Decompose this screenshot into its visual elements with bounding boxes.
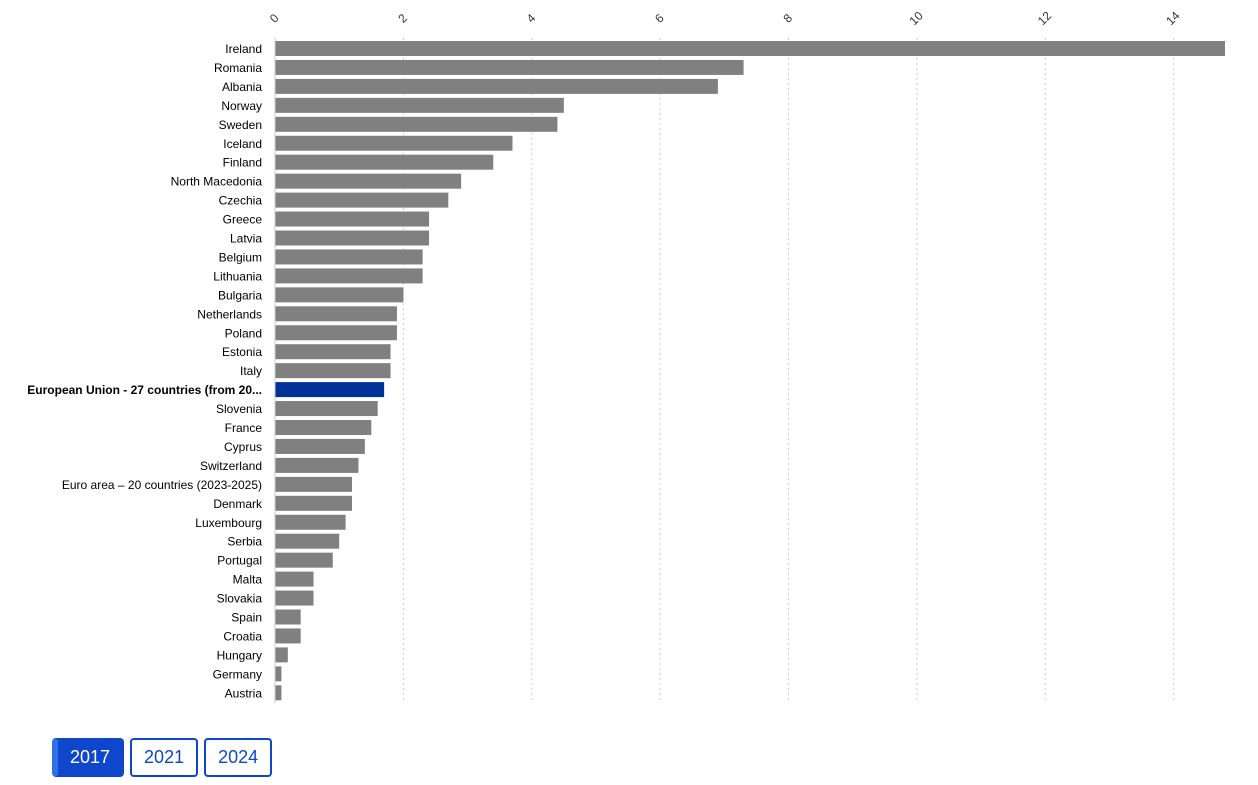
bar[interactable] — [275, 628, 301, 644]
bar[interactable] — [275, 268, 423, 284]
bar[interactable] — [275, 514, 346, 530]
category-label: Austria — [225, 686, 263, 700]
bar[interactable] — [275, 420, 372, 435]
category-label: Denmark — [213, 497, 263, 511]
bar[interactable] — [275, 344, 391, 360]
x-tick-label: 8 — [780, 11, 795, 26]
x-axis-ticks: 0 2 4 6 8 10 12 14 — [267, 8, 1183, 28]
bar[interactable] — [275, 685, 282, 701]
bar[interactable] — [275, 647, 288, 663]
bar[interactable] — [275, 306, 397, 322]
category-label: Latvia — [230, 232, 262, 246]
category-label: Luxembourg — [195, 516, 262, 530]
bar[interactable] — [275, 154, 494, 170]
category-label: European Union - 27 countries (from 20..… — [27, 383, 262, 397]
bars — [275, 41, 1225, 701]
bar[interactable] — [275, 78, 718, 94]
bar[interactable] — [275, 173, 462, 189]
bar[interactable] — [275, 325, 397, 341]
category-label: Malta — [233, 573, 263, 587]
bar[interactable] — [275, 495, 353, 511]
bar[interactable] — [275, 97, 564, 113]
category-label: Germany — [213, 667, 262, 681]
category-label: Albania — [222, 80, 262, 94]
bar[interactable] — [275, 116, 558, 132]
category-label: Ireland — [225, 42, 262, 56]
bar[interactable] — [275, 590, 314, 606]
bar[interactable] — [275, 41, 1225, 56]
category-label: Croatia — [223, 629, 262, 643]
category-label: Cyprus — [224, 440, 262, 454]
bar[interactable] — [275, 230, 430, 246]
category-label: Poland — [225, 326, 262, 340]
category-label: Iceland — [223, 137, 262, 151]
category-label: Finland — [223, 156, 262, 170]
bar[interactable] — [275, 552, 333, 568]
bar[interactable] — [275, 401, 378, 417]
bar-chart: 0 2 4 6 8 10 12 14 Ireland Romania Albania Norway S… — [27, 8, 1225, 703]
category-label: Greece — [223, 213, 263, 227]
year-button-2017[interactable]: 2017 — [52, 738, 125, 777]
category-label: Netherlands — [197, 307, 262, 321]
bar[interactable] — [275, 363, 391, 379]
bar[interactable] — [275, 457, 359, 473]
x-tick-label: 0 — [267, 11, 282, 26]
category-label: Switzerland — [200, 459, 262, 473]
year-button-2021[interactable]: 2021 — [130, 738, 199, 777]
year-button-2024[interactable]: 2024 — [204, 738, 273, 777]
category-label: Portugal — [217, 554, 262, 568]
x-tick-label: 10 — [907, 8, 927, 28]
category-label: Slovakia — [217, 592, 263, 606]
category-label: Euro area – 20 countries (2023-2025) — [62, 478, 262, 492]
x-tick-label: 4 — [524, 11, 539, 26]
category-label: Hungary — [217, 648, 262, 662]
bar[interactable] — [275, 666, 282, 682]
category-label: Norway — [221, 99, 262, 113]
category-label: Bulgaria — [218, 288, 262, 302]
bar[interactable] — [275, 609, 301, 625]
bar[interactable] — [275, 476, 353, 492]
x-tick-label: 12 — [1035, 8, 1055, 28]
bar[interactable] — [275, 249, 423, 265]
category-label: Belgium — [219, 250, 262, 264]
grid-lines — [402, 38, 1175, 703]
category-label: Italy — [240, 364, 262, 378]
category-label: Spain — [231, 611, 262, 625]
category-label: France — [225, 421, 263, 435]
bar[interactable] — [275, 533, 340, 549]
bar[interactable] — [275, 211, 430, 227]
bar[interactable] — [275, 571, 314, 587]
x-tick-label: 6 — [652, 11, 667, 26]
category-label: Lithuania — [213, 269, 262, 283]
category-label: Romania — [214, 61, 262, 75]
category-label: Estonia — [222, 345, 262, 359]
x-tick-label: 2 — [395, 11, 410, 26]
category-label: Czechia — [219, 194, 263, 208]
category-label: Sweden — [219, 118, 262, 132]
bar[interactable] — [275, 59, 744, 75]
year-selector: 2017 2021 2024 — [52, 738, 273, 777]
category-label: North Macedonia — [171, 175, 263, 189]
category-label: Serbia — [227, 535, 262, 549]
category-labels: Ireland Romania Albania Norway Sweden Iceland… — [27, 42, 263, 700]
bar[interactable] — [275, 135, 513, 151]
bar[interactable] — [275, 382, 385, 398]
bar[interactable] — [275, 287, 404, 303]
x-tick-label: 14 — [1163, 8, 1183, 28]
category-label: Slovenia — [216, 402, 262, 416]
bar[interactable] — [275, 438, 365, 454]
bar[interactable] — [275, 192, 449, 208]
